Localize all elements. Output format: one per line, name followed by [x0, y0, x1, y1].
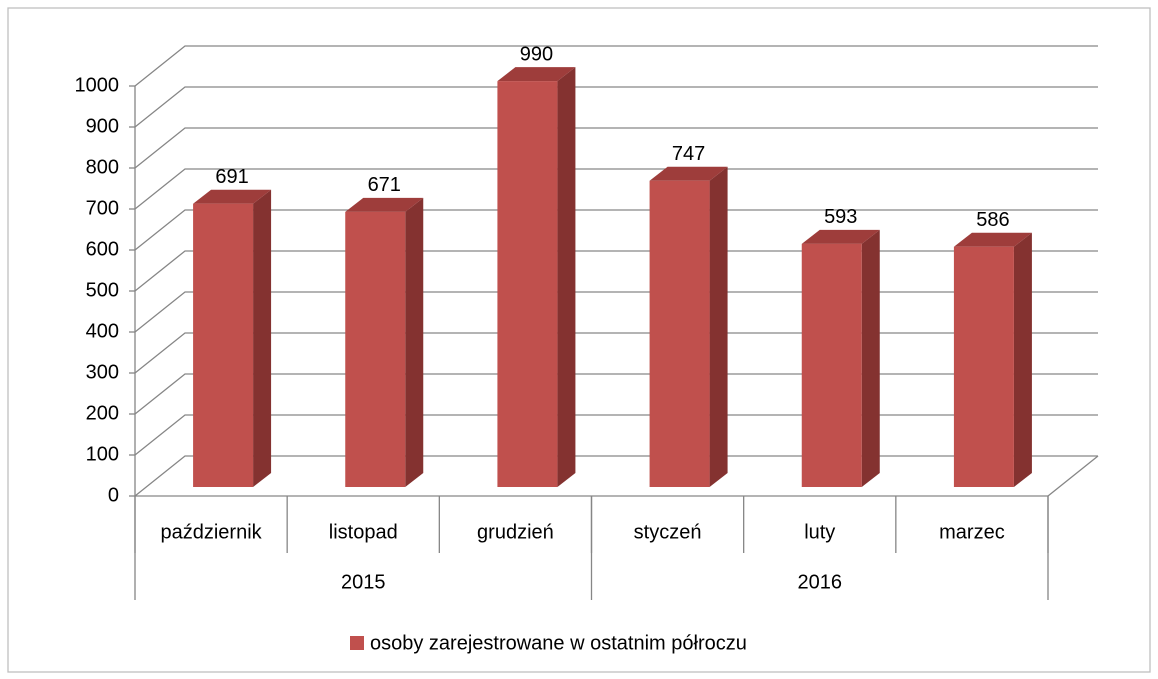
- y-tick-label: 500: [86, 279, 119, 301]
- bar-side: [709, 166, 728, 488]
- y-tick-label: 100: [86, 443, 119, 465]
- grid-line: [134, 250, 1098, 292]
- grid-line: [134, 291, 1098, 333]
- y-tick-label: 700: [86, 197, 119, 219]
- grid-line: [134, 455, 1098, 497]
- data-label: 990: [520, 43, 553, 65]
- bar-top: [345, 197, 424, 212]
- grid-line: [134, 332, 1098, 374]
- x-tick-label: listopad: [329, 521, 398, 543]
- group-label: 2015: [341, 571, 386, 593]
- bar-top: [649, 166, 728, 181]
- y-tick-label: 200: [86, 402, 119, 424]
- data-label: 586: [976, 209, 1009, 231]
- y-tick-label: 1000: [75, 74, 120, 96]
- legend-label: osoby zarejestrowane w ostatnim półroczu: [370, 632, 747, 654]
- grid-line: [134, 86, 1098, 128]
- bar-side: [253, 189, 272, 487]
- data-label: 691: [215, 166, 248, 188]
- grid-line: [134, 45, 1098, 87]
- bar: [193, 203, 254, 487]
- x-tick-label: grudzień: [477, 521, 554, 543]
- bar-top: [497, 67, 576, 82]
- bar: [801, 243, 862, 487]
- grid-line: [134, 373, 1098, 415]
- y-tick-label: 0: [108, 484, 119, 506]
- y-tick-label: 400: [86, 320, 119, 342]
- bar-side: [405, 197, 424, 487]
- legend-swatch: [350, 636, 364, 650]
- data-label: 593: [824, 206, 857, 228]
- bar: [345, 211, 406, 487]
- floor-edge: [1047, 455, 1099, 497]
- data-label: 671: [368, 174, 401, 196]
- bar-top: [801, 229, 880, 244]
- x-tick-label: styczeń: [634, 521, 702, 543]
- bar: [953, 246, 1014, 487]
- y-tick-label: 900: [86, 115, 119, 137]
- group-label: 2016: [798, 571, 843, 593]
- y-tick-label: 300: [86, 361, 119, 383]
- bar: [497, 81, 558, 487]
- grid-line: [134, 168, 1098, 210]
- bar-side: [557, 67, 576, 487]
- grid-line: [134, 209, 1098, 251]
- x-tick-label: luty: [804, 521, 835, 543]
- bar: [649, 180, 710, 488]
- x-tick-label: marzec: [939, 521, 1005, 543]
- grid-line: [134, 414, 1098, 456]
- bar-side: [1013, 232, 1032, 487]
- x-tick-label: październik: [160, 521, 262, 543]
- bar-side: [861, 229, 880, 487]
- grid-line: [134, 127, 1098, 169]
- y-tick-label: 800: [86, 156, 119, 178]
- y-tick-label: 600: [86, 238, 119, 260]
- bar-top: [193, 189, 272, 204]
- bar-top: [953, 232, 1032, 247]
- data-label: 747: [672, 143, 705, 165]
